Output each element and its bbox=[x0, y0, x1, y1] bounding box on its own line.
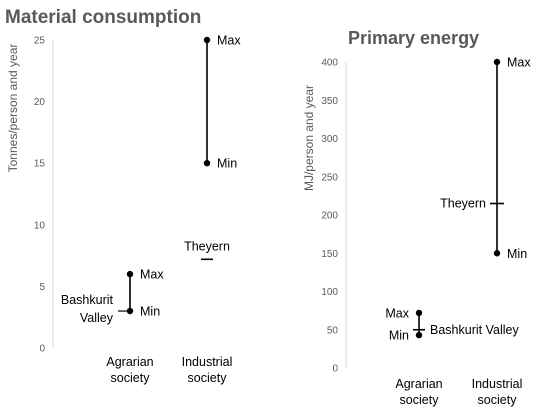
material-chart-title: Material consumption bbox=[5, 7, 201, 28]
reference-label-line1: Bashkurit bbox=[61, 293, 114, 307]
range-min-label: Min bbox=[217, 157, 237, 171]
material-consumption-chart: Material consumption Tonnes/person and y… bbox=[5, 7, 241, 385]
y-tick-label: 10 bbox=[34, 220, 46, 231]
y-tick-label: 0 bbox=[332, 364, 338, 375]
y-tick-label: 250 bbox=[321, 172, 338, 183]
range-min-point bbox=[203, 160, 211, 167]
range-min-label: Min bbox=[389, 329, 409, 343]
y-tick-label: 400 bbox=[321, 58, 338, 69]
primary-energy-chart: Primary energy MJ/person and year 0 50 100… bbox=[302, 28, 531, 407]
category-label-line1: Agrarian bbox=[106, 355, 153, 369]
y-tick-label: 0 bbox=[39, 344, 45, 355]
energy-y-ticks: 0 50 100 150 200 250 300 350 400 bbox=[321, 58, 338, 375]
range-max-point bbox=[493, 58, 501, 66]
range-max-point bbox=[415, 309, 423, 317]
reference-label-line2: Valley bbox=[80, 311, 114, 325]
reference-label: Theyern bbox=[184, 239, 230, 253]
energy-category-labels: Agrarian society Industrial society bbox=[395, 377, 522, 407]
range-max-label: Max bbox=[507, 56, 531, 70]
reference-label: Bashkurit Valley bbox=[430, 323, 519, 337]
material-y-ticks: 0 5 10 15 20 25 bbox=[34, 36, 46, 355]
category-label-line2: society bbox=[478, 393, 518, 407]
y-tick-label: 15 bbox=[34, 159, 46, 170]
range-max-label: Max bbox=[140, 268, 164, 282]
range-max-label: Max bbox=[385, 306, 409, 320]
energy-data-marks: Max Min Max Min Bashkurit Valley Theyern bbox=[385, 56, 531, 343]
material-data-marks: Max Min Max Min Bashkurit Valley Theyern bbox=[61, 34, 241, 326]
range-min-point bbox=[493, 250, 501, 257]
category-label-line2: society bbox=[188, 371, 228, 385]
range-max-label: Max bbox=[217, 34, 241, 48]
category-label-line1: Agrarian bbox=[395, 377, 442, 391]
range-max-point bbox=[126, 270, 134, 278]
category-label-line1: Industrial bbox=[472, 377, 523, 391]
material-y-axis-label: Tonnes/person and year bbox=[6, 44, 20, 173]
y-tick-label: 350 bbox=[321, 96, 338, 107]
category-label-line2: society bbox=[400, 393, 440, 407]
y-tick-label: 300 bbox=[321, 134, 338, 145]
y-tick-label: 150 bbox=[321, 249, 338, 260]
y-tick-label: 20 bbox=[34, 97, 46, 108]
y-tick-label: 100 bbox=[321, 287, 338, 298]
range-max-point bbox=[203, 36, 211, 44]
category-label-line1: Industrial bbox=[182, 355, 233, 369]
range-min-label: Min bbox=[140, 305, 160, 319]
y-tick-label: 50 bbox=[327, 325, 339, 336]
material-category-labels: Agrarian society Industrial society bbox=[106, 355, 232, 385]
range-min-point bbox=[415, 331, 423, 339]
range-min-label: Min bbox=[507, 247, 527, 261]
category-label-line2: society bbox=[111, 371, 151, 385]
reference-label: Theyern bbox=[440, 197, 486, 211]
energy-y-axis-label: MJ/person and year bbox=[302, 85, 316, 191]
y-tick-label: 25 bbox=[34, 36, 46, 47]
y-tick-label: 5 bbox=[39, 282, 45, 293]
energy-chart-title: Primary energy bbox=[348, 28, 479, 48]
y-tick-label: 200 bbox=[321, 211, 338, 222]
